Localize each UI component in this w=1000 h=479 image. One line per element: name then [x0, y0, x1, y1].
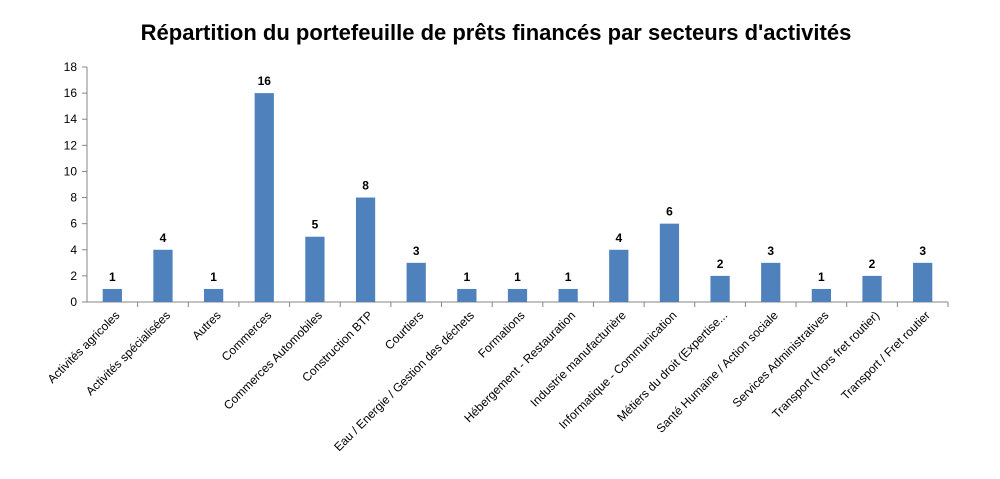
y-tick-label: 14	[64, 112, 78, 126]
data-label: 2	[869, 257, 876, 271]
x-tick-label: Courtiers	[382, 308, 426, 352]
bars-group	[102, 93, 933, 302]
x-tick-label: Formations	[475, 308, 527, 360]
bar	[254, 93, 274, 302]
y-tick-label: 12	[64, 138, 78, 152]
bar	[558, 288, 578, 302]
bar	[203, 288, 224, 302]
y-tick-label: 4	[70, 243, 77, 257]
data-label: 1	[464, 270, 471, 284]
bar	[457, 288, 477, 302]
bar	[609, 249, 629, 302]
bar	[305, 236, 325, 302]
data-label: 5	[312, 218, 319, 232]
data-label: 1	[818, 270, 825, 284]
y-tick-label: 2	[70, 269, 77, 283]
bar	[659, 223, 680, 302]
y-tick-label: 6	[70, 217, 77, 231]
bar	[862, 275, 882, 302]
data-label: 1	[565, 270, 572, 284]
bar	[710, 275, 730, 302]
data-label: 2	[717, 257, 724, 271]
bar	[761, 262, 781, 302]
bar	[811, 288, 832, 302]
x-tick-label: Services Administratives	[730, 308, 832, 410]
data-label: 3	[413, 244, 420, 258]
y-tick-label: 18	[64, 60, 78, 74]
data-label: 3	[919, 244, 926, 258]
x-tick-label: Transport / Fret routier	[838, 308, 932, 402]
data-labels-group: 1 4 1 16 5 8 3 1 1 1 4 6 2 3 1 2 3	[109, 74, 926, 284]
data-label: 16	[258, 74, 272, 88]
y-tick-label: 8	[70, 191, 77, 205]
data-label: 6	[666, 205, 673, 219]
data-label: 4	[160, 231, 167, 245]
data-label: 3	[767, 244, 774, 258]
chart-title: Répartition du portefeuille de prêts fin…	[141, 20, 852, 45]
x-tick-label: Commerces Automobiles	[221, 308, 325, 412]
data-label: 4	[615, 231, 622, 245]
bar	[102, 288, 122, 302]
bar	[153, 249, 173, 302]
y-tick-label: 10	[64, 164, 78, 178]
bar	[913, 262, 933, 302]
x-tick-label: Industrie manufacturière	[528, 308, 630, 410]
y-tick-label: 0	[70, 295, 77, 309]
x-tick-label: Autres	[189, 308, 223, 342]
data-label: 1	[514, 270, 521, 284]
bar	[406, 262, 426, 302]
x-tick-label: Activités spécialisées	[83, 308, 173, 398]
data-label: 1	[210, 270, 217, 284]
data-label: 8	[362, 179, 369, 193]
bar	[507, 288, 528, 302]
y-tick-label: 16	[64, 86, 78, 100]
y-axis-ticks: 0 2 4 6 8 10 12 14 16 18	[64, 60, 87, 309]
bar	[355, 197, 376, 302]
data-label: 1	[109, 270, 116, 284]
x-tick-label: Commerces	[219, 308, 275, 364]
